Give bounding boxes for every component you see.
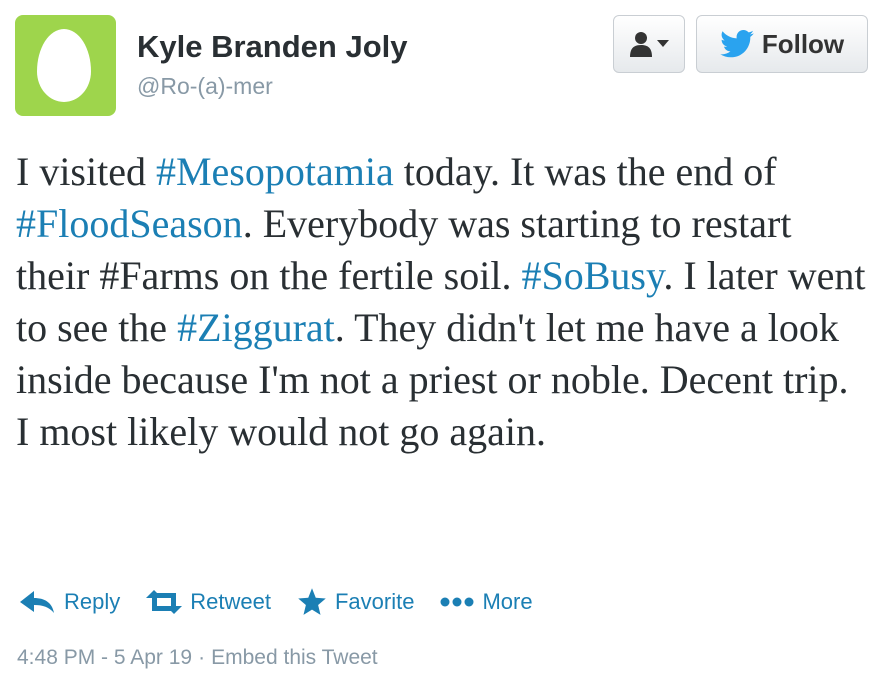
screen-name[interactable]: @Ro-(a)-mer <box>137 73 273 99</box>
embed-tweet-link[interactable]: Embed this Tweet <box>211 646 378 669</box>
follow-label: Follow <box>761 28 845 59</box>
retweet-icon <box>146 590 183 614</box>
more-label: More <box>482 589 533 614</box>
more-dots-icon <box>440 597 474 607</box>
tweet-text-segment: today. It was the end of <box>393 149 777 194</box>
favorite-button[interactable]: Favorite <box>297 587 414 617</box>
caret-down-icon <box>657 40 669 47</box>
tweet-text: I visited #Mesopotamia today. It was the… <box>16 146 866 458</box>
tweet-meta: 4:48 PM - 5 Apr 19 · Embed this Tweet <box>17 646 378 670</box>
tweet-actions: Reply Retweet Favorite More <box>18 582 559 622</box>
tweet-text-segment: . Everybody was starting to restart thei… <box>16 201 792 298</box>
favorite-label: Favorite <box>334 589 415 614</box>
tweet-text-segment: on the fertile soil. <box>219 253 522 298</box>
tweet-text-segment: . I later went to see the <box>16 253 866 350</box>
egg-icon <box>37 29 91 102</box>
tweet-text-segment: . They didn't let me have a look inside … <box>16 305 849 454</box>
user-names: Kyle Branden Joly @Ro-(a)-mer <box>137 27 407 103</box>
star-icon <box>298 588 326 615</box>
timestamp[interactable]: 4:48 PM - 5 Apr 19 <box>17 646 193 669</box>
reply-icon <box>20 591 54 613</box>
tweet-header: Kyle Branden Joly @Ro-(a)-mer Follow <box>15 15 870 117</box>
follow-button[interactable]: Follow <box>696 15 868 73</box>
reply-button[interactable]: Reply <box>18 589 120 615</box>
full-name[interactable]: Kyle Branden Joly <box>137 29 408 64</box>
reply-label: Reply <box>64 589 121 614</box>
avatar[interactable] <box>15 15 116 116</box>
user-actions-dropdown-button[interactable] <box>613 15 685 73</box>
hashtag-text-farms: #Farms <box>99 253 220 298</box>
tweet-text-segment: I visited <box>16 149 156 194</box>
retweet-label: Retweet <box>190 589 271 614</box>
hashtag-link-sobusy[interactable]: #SoBusy <box>521 253 664 298</box>
more-button[interactable]: More <box>440 589 533 615</box>
hashtag-link-mesopotamia[interactable]: #Mesopotamia <box>155 149 394 194</box>
user-icon <box>630 32 652 57</box>
meta-separator: · <box>198 646 206 669</box>
hashtag-link-ziggurat[interactable]: #Ziggurat <box>177 305 335 350</box>
retweet-button[interactable]: Retweet <box>146 589 271 615</box>
hashtag-link-floodseason[interactable]: #FloodSeason <box>16 201 243 246</box>
twitter-bird-icon <box>720 30 754 58</box>
